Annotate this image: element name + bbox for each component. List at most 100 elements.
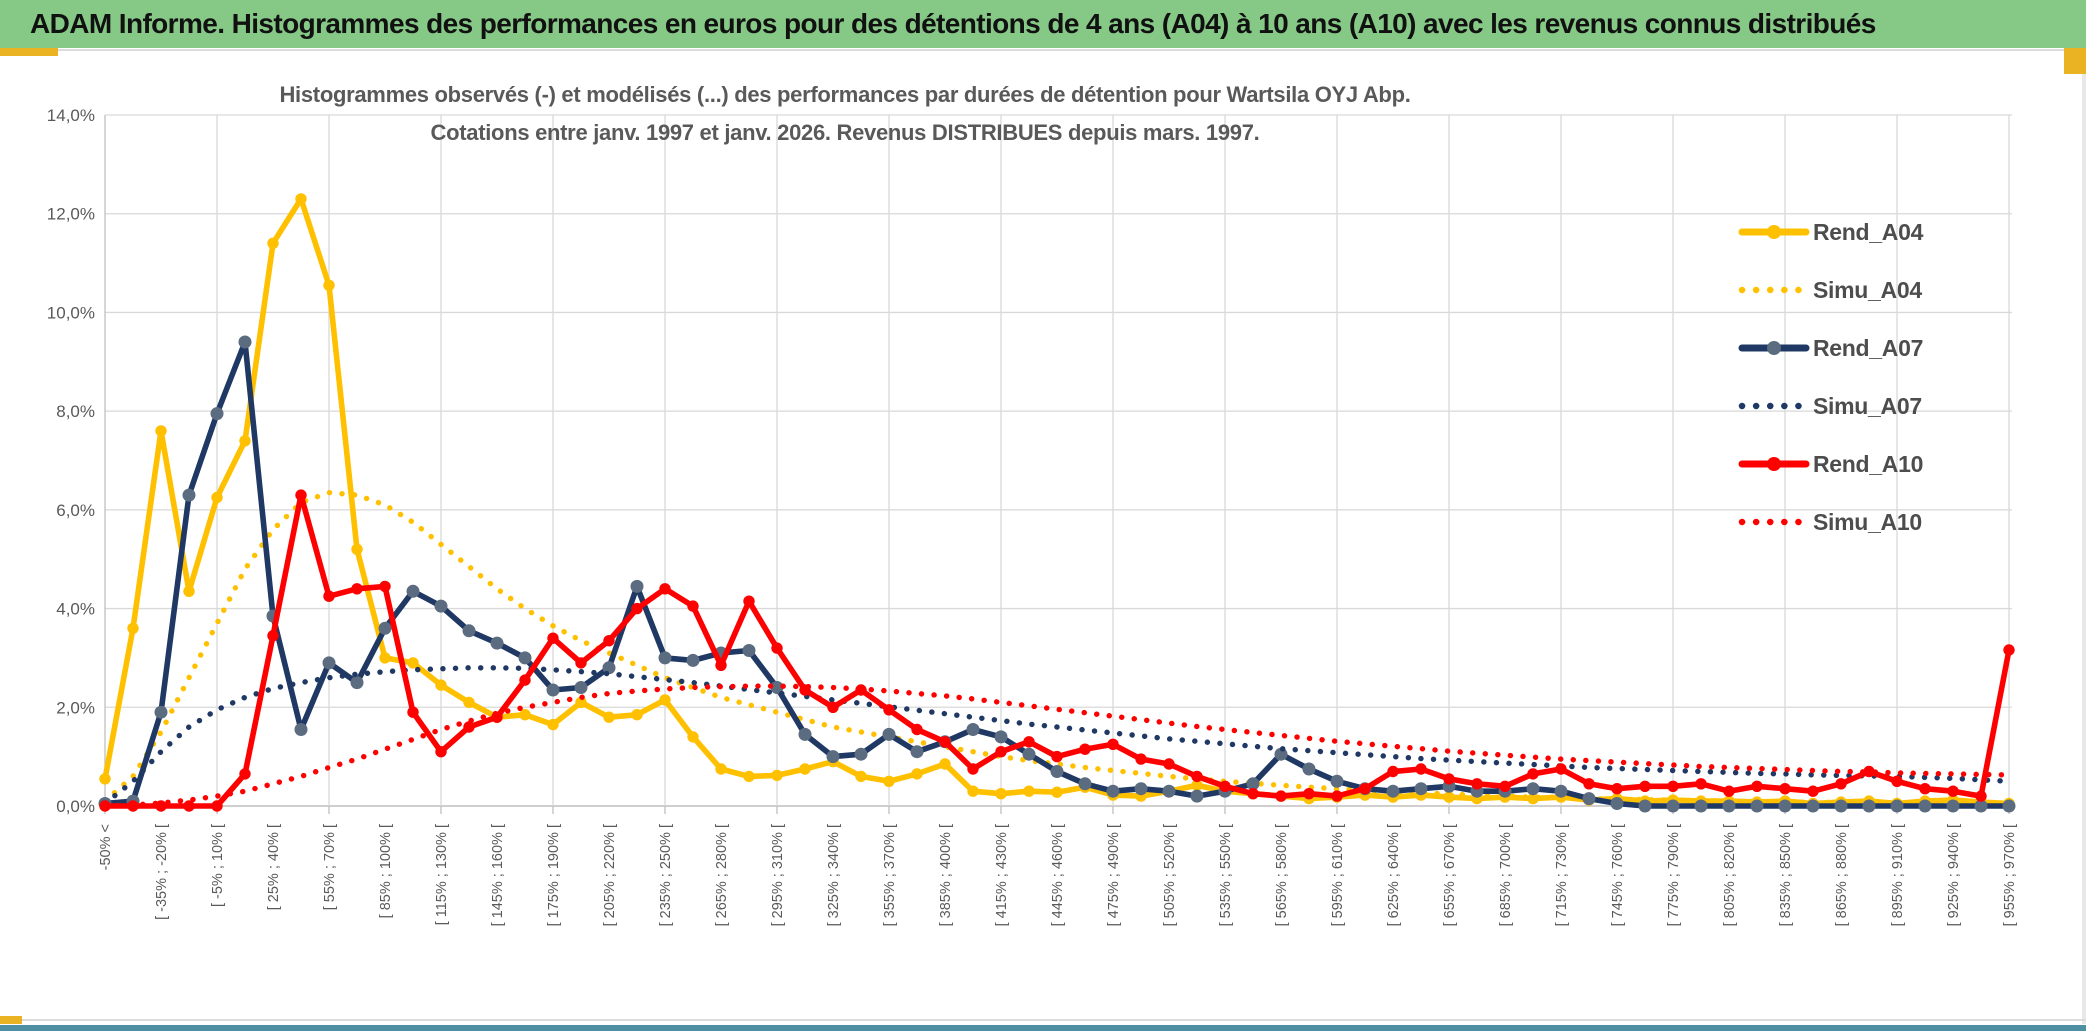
series-marker: [323, 279, 335, 291]
series-marker: [1023, 736, 1035, 748]
series-marker: [1163, 758, 1175, 770]
series-marker: [659, 694, 671, 706]
series-marker: [1862, 799, 1876, 813]
x-axis-label: [ 385% ; 400% [: [938, 824, 954, 926]
series-marker: [771, 642, 783, 654]
x-axis-label: [ 205% ; 220% [: [602, 824, 618, 926]
accent-gold-top-right: [2064, 48, 2086, 74]
series-marker: [995, 746, 1007, 758]
gridlines: [104, 114, 2012, 814]
x-axis-label: [ 805% ; 820% [: [1722, 824, 1738, 926]
legend-item-Rend_A07[interactable]: Rend_A07: [1738, 335, 1923, 361]
x-axis-label: [ 835% ; 850% [: [1778, 824, 1794, 926]
series-marker: [1638, 799, 1652, 813]
series-marker: [1302, 762, 1316, 776]
series-marker: [1863, 765, 1875, 778]
series-marker: [1387, 765, 1399, 778]
series-line-Simu_A04: [102, 489, 2012, 807]
series-marker: [1191, 779, 1203, 791]
chart-title-line1: Histogrammes observés (-) et modélisés (…: [279, 82, 1410, 107]
series-marker: [155, 800, 167, 812]
series-marker: [295, 489, 307, 501]
series-marker: [1415, 763, 1427, 775]
series-marker: [239, 768, 251, 780]
chart-title-line2: Cotations entre janv. 1997 et janv. 2026…: [431, 120, 1260, 145]
plot-area[interactable]: [105, 115, 2012, 806]
rule-above-bottom: [22, 1019, 2086, 1021]
legend-item-Simu_A07[interactable]: Simu_A07: [1738, 393, 1922, 419]
series-marker: [826, 750, 840, 764]
x-axis-label: [ 475% ; 490% [: [1106, 824, 1122, 926]
legend-item-Rend_A04[interactable]: Rend_A04: [1738, 219, 1924, 245]
series-marker: [771, 769, 783, 782]
series-line-Simu_A07: [102, 665, 2012, 807]
x-axis-label: [ 565% ; 580% [: [1274, 824, 1290, 926]
series-marker: [967, 763, 979, 775]
legend-item-Simu_A04[interactable]: Simu_A04: [1738, 277, 1923, 303]
series-marker: [1190, 789, 1204, 803]
x-axis-label: [ 355% ; 370% [: [882, 824, 898, 926]
series-Rend_A10[interactable]: [99, 489, 2015, 812]
window-title-bar: ADAM Informe. Histogrammes des performan…: [0, 0, 2086, 48]
series-marker: [127, 622, 139, 634]
series-marker: [1191, 770, 1203, 783]
x-axis-label: [ 955% ; 970% [: [2002, 824, 2018, 926]
x-axis-label: [ 415% ; 430% [: [994, 824, 1010, 926]
series-marker: [519, 709, 531, 721]
series-marker: [995, 788, 1007, 800]
x-axis-label: [ 775% ; 790% [: [1666, 824, 1682, 926]
series-marker: [463, 696, 475, 709]
series-marker: [939, 758, 951, 770]
series-marker: [1107, 738, 1119, 750]
x-axis-label: [ 505% ; 520% [: [1162, 824, 1178, 926]
series-marker: [518, 651, 532, 665]
series-marker: [603, 711, 615, 723]
series-marker: [267, 630, 279, 642]
series-marker: [1891, 775, 1903, 787]
x-axis-label: -50% <: [98, 824, 114, 870]
series-marker: [658, 651, 672, 665]
x-axis-label: [ -5% ; 10% [: [210, 824, 226, 907]
legend-item-Simu_A10[interactable]: Simu_A10: [1738, 509, 1922, 535]
legend-item-Rend_A10[interactable]: Rend_A10: [1738, 451, 1923, 477]
series-marker: [239, 435, 251, 447]
x-axis-label: [ 85% ; 100% [: [378, 824, 394, 918]
series-marker: [911, 768, 923, 780]
series-marker: [183, 800, 195, 812]
series-marker: [1639, 780, 1651, 792]
series-marker: [742, 644, 756, 657]
y-axis-label: 4,0%: [56, 600, 95, 619]
y-axis-label: 10,0%: [47, 303, 95, 322]
series-marker: [1275, 790, 1287, 802]
legend-label: Rend_A07: [1813, 335, 1923, 361]
series-marker: [855, 770, 867, 783]
series-marker: [910, 745, 924, 759]
series-Simu_A04[interactable]: [102, 489, 2012, 807]
series-Simu_A07[interactable]: [102, 665, 2012, 807]
series-marker: [99, 773, 111, 785]
series-marker: [603, 635, 615, 647]
series-marker: [2003, 644, 2015, 656]
series-Simu_A10[interactable]: [102, 683, 2012, 809]
x-axis-label: [ 175% ; 190% [: [546, 824, 562, 926]
series-marker: [1050, 765, 1064, 778]
series-marker: [238, 335, 252, 349]
series-marker: [799, 763, 811, 775]
series-marker: [687, 731, 699, 743]
series-marker: [1162, 784, 1176, 798]
series-marker: [490, 636, 504, 650]
window-title: ADAM Informe. Histogrammes des performan…: [30, 8, 1876, 39]
series-marker: [1022, 747, 1036, 761]
series-marker: [659, 583, 671, 595]
x-axis-label: [ 265% ; 280% [: [714, 824, 730, 926]
series-marker: [1106, 784, 1120, 798]
series-marker: [1611, 783, 1623, 795]
series-marker: [1079, 743, 1091, 755]
series-marker: [1246, 777, 1260, 791]
series-marker: [1303, 788, 1315, 800]
x-axis-label: [ 235% ; 250% [: [658, 824, 674, 926]
series-group: [98, 193, 2016, 813]
series-marker: [1135, 753, 1147, 765]
series-marker: [1583, 778, 1595, 790]
